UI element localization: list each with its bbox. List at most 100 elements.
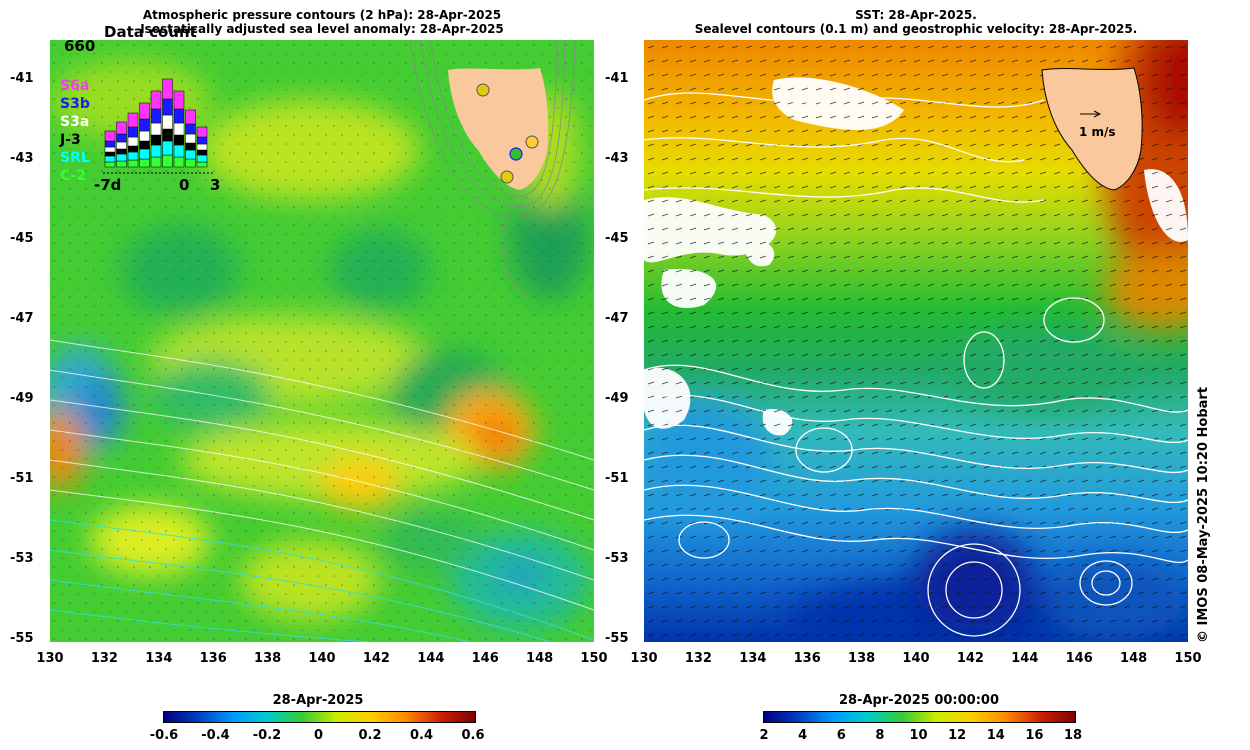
lon-tick: 144 (417, 651, 445, 666)
lon-tick: 136 (793, 651, 821, 666)
lat-tick: -55 (10, 631, 34, 646)
lat-tick: -49 (605, 391, 629, 406)
lat-tick: -45 (605, 231, 629, 246)
histogram-segment (116, 148, 127, 155)
inset-xlabel-end: 3 (210, 176, 221, 194)
mission-label: C-2 (60, 168, 87, 184)
lat-tick: -51 (605, 471, 629, 486)
lon-tick: 144 (1011, 651, 1039, 666)
colorbar-tick: 0 (313, 728, 324, 743)
histogram-segment (173, 156, 185, 168)
colorbar-tick: 18 (1063, 728, 1083, 743)
lon-tick: 132 (90, 651, 118, 666)
lon-tick: 130 (36, 651, 64, 666)
histogram-segment (185, 158, 196, 168)
histogram-segment (162, 98, 173, 116)
lon-tick: 140 (902, 651, 930, 666)
lat-tick: -45 (10, 231, 34, 246)
colorbar-tick: 14 (986, 728, 1005, 743)
mission-label: S6a (60, 78, 90, 94)
lon-tick: 142 (362, 651, 390, 666)
data-count-histogram (103, 78, 213, 174)
colorbar-tick: -0.4 (201, 728, 230, 743)
lat-tick: -47 (605, 311, 629, 326)
mission-label: S3b (60, 96, 90, 112)
colorbar-tick: 10 (909, 728, 928, 743)
histogram-segment (150, 122, 162, 136)
lon-tick: 136 (199, 651, 227, 666)
histogram-segment (116, 153, 127, 162)
colorbar-tick: 16 (1025, 728, 1044, 743)
lat-tick: -53 (10, 551, 34, 566)
histogram-segment (173, 122, 185, 136)
histogram-segment (185, 109, 196, 125)
mission-label: SRL (60, 150, 90, 166)
lon-tick: 146 (471, 651, 499, 666)
histogram-segment (162, 78, 173, 100)
colorbar-tick: 2 (759, 728, 769, 743)
colorbar-tick: 0.6 (461, 728, 485, 743)
left-colorbar (163, 711, 476, 723)
histogram-segment (139, 102, 150, 120)
right-colorbar (763, 711, 1076, 723)
colorbar-tick: -0.6 (149, 728, 179, 743)
lon-tick: 150 (1174, 651, 1202, 666)
lon-tick: 130 (630, 651, 658, 666)
lon-tick: 140 (308, 651, 336, 666)
histogram-segment (116, 133, 127, 143)
histogram-segment (116, 141, 127, 150)
lon-tick: 134 (145, 651, 173, 666)
colorbar-tick: 8 (875, 728, 885, 743)
lat-tick: -43 (10, 151, 34, 166)
histogram-segment (139, 130, 150, 142)
right-title-line1: SST: 28-Apr-2025. (855, 8, 977, 22)
colorbar-tick: 4 (798, 728, 808, 743)
inset-max-count: 660 (64, 37, 96, 55)
tasmania-land-sst (1041, 67, 1143, 191)
mission-label: J-3 (60, 132, 81, 148)
colorbar-tick: 6 (836, 728, 846, 743)
histogram-segment (162, 140, 173, 156)
sla-map (50, 40, 594, 642)
right-title-line2: Sealevel contours (0.1 m) and geostrophi… (694, 22, 1138, 36)
lat-tick: -41 (10, 71, 34, 86)
left-title-line1: Atmospheric pressure contours (2 hPa): 2… (142, 8, 502, 22)
tasmania-land (448, 68, 549, 190)
histogram-segment (150, 90, 162, 110)
histogram-segment (139, 140, 150, 150)
lat-tick: -51 (10, 471, 34, 486)
histogram-segment (185, 142, 196, 151)
histogram-segment (185, 149, 196, 160)
lat-tick: -47 (10, 311, 34, 326)
histogram-segment (185, 123, 196, 135)
histogram-segment (104, 161, 116, 168)
right-colorbar-date: 28-Apr-2025 00:00:00 (838, 693, 1000, 708)
histogram-segment (196, 149, 208, 156)
lon-tick: 138 (848, 651, 876, 666)
lon-tick: 148 (526, 651, 554, 666)
lon-tick: 150 (580, 651, 608, 666)
lon-tick: 132 (684, 651, 712, 666)
imos-credit: © IMOS 08-May-2025 10:20 Hobart (1196, 386, 1211, 643)
histogram-segment (150, 144, 162, 158)
histogram-segment (196, 136, 208, 145)
left-title-line2: Isostatically adjusted sea level anomaly… (140, 22, 504, 36)
lon-tick: 148 (1120, 651, 1148, 666)
sst-map (644, 40, 1188, 642)
histogram-segment (150, 108, 162, 124)
histogram-segment (162, 114, 173, 130)
velocity-scale-label: 1 m/s (1079, 125, 1116, 139)
lat-tick: -41 (605, 71, 629, 86)
left-colorbar-date: 28-Apr-2025 (272, 693, 364, 708)
inset-title: Data count (104, 23, 197, 41)
histogram-segment (150, 156, 162, 168)
histogram-segment (104, 140, 116, 148)
histogram-segment (162, 154, 173, 168)
histogram-segment (127, 136, 139, 147)
histogram-segment (162, 128, 173, 142)
lat-tick: -49 (10, 391, 34, 406)
histogram-segment (139, 158, 150, 168)
histogram-segment (104, 151, 116, 157)
histogram-segment (173, 108, 185, 124)
lon-tick: 142 (956, 651, 984, 666)
